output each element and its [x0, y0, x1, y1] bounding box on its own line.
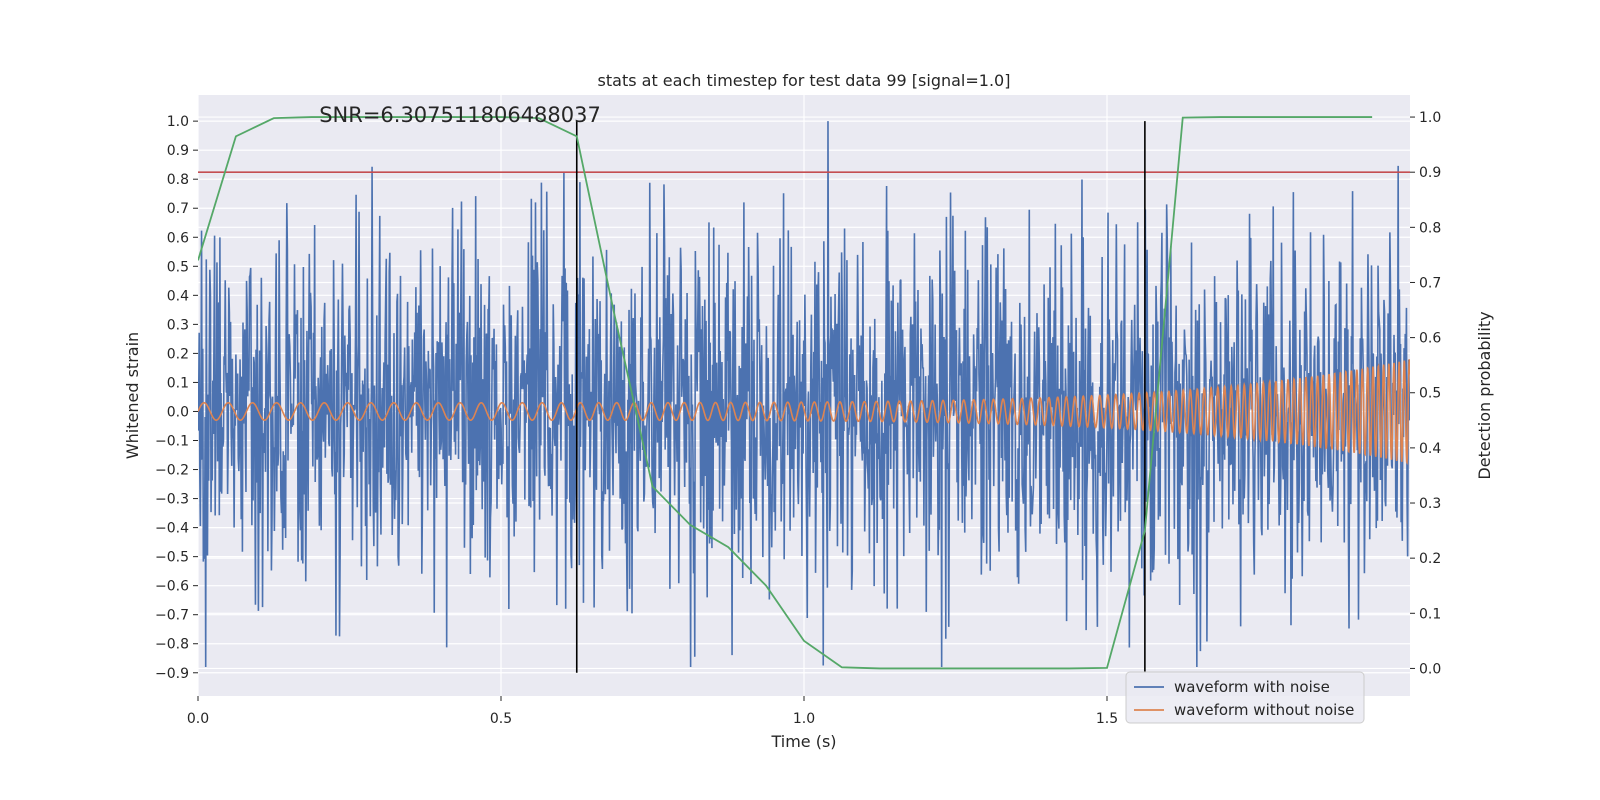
y-left-tick-label-19: −0.9	[155, 666, 189, 682]
y-left-tick-label-12: −0.2	[155, 463, 189, 479]
y-axis-label-left: Whitened strain	[123, 332, 142, 459]
x-tick-label-0: 0.0	[187, 711, 209, 727]
y-left-tick-label-2: 0.8	[167, 172, 189, 188]
y-right-tick-label-2: 0.8	[1419, 220, 1441, 236]
y-right-tick-label-0: 1.0	[1419, 110, 1441, 126]
y-left-tick-label-4: 0.6	[167, 230, 189, 246]
y-left-tick-label-0: 1.0	[167, 114, 189, 130]
y-left-tick-label-5: 0.5	[167, 259, 189, 275]
series-detection-probability	[198, 116, 1373, 670]
series-group	[198, 116, 1410, 673]
y-left-tick-label-14: −0.4	[155, 521, 189, 537]
x-axis-label: Time (s)	[770, 732, 836, 751]
y-left-tick-label-10: 0.0	[167, 404, 189, 420]
x-tick-label-1: 0.5	[490, 711, 512, 727]
y-right-tick-label-7: 0.3	[1419, 496, 1441, 512]
y-right-tick-label-6: 0.4	[1419, 441, 1441, 457]
y-axis-label-right: Detection probability	[1475, 311, 1494, 479]
y-right-tick-label-8: 0.2	[1419, 551, 1441, 567]
y-right-tick-label-1: 0.9	[1419, 165, 1441, 181]
y-left-tick-label-13: −0.3	[155, 492, 189, 508]
y-right-tick-label-3: 0.7	[1419, 275, 1441, 291]
y-right-tick-label-10: 0.0	[1419, 661, 1441, 677]
y-left-tick-label-1: 0.9	[167, 143, 189, 159]
y-left-tick-label-11: −0.1	[155, 434, 189, 450]
y-left-tick-label-16: −0.6	[155, 579, 189, 595]
y-right-tick-label-9: 0.1	[1419, 606, 1441, 622]
y-right-tick-label-4: 0.6	[1419, 331, 1441, 347]
x-tick-label-2: 1.0	[793, 711, 815, 727]
y-left-tick-label-18: −0.8	[155, 637, 189, 653]
legend-entry-noisy: waveform with noise	[1174, 678, 1330, 696]
y-left-tick-label-3: 0.7	[167, 201, 189, 217]
axes: 0.0 0.5 1.0 1.5 1.0 0.9 0.8 0.7 0.6 0.5 0.4 0.3 0.2 0…	[155, 110, 1441, 727]
y-right-tick-label-5: 0.5	[1419, 386, 1441, 402]
y-left-tick-label-7: 0.3	[167, 317, 189, 333]
y-left-tick-label-6: 0.4	[167, 288, 189, 304]
chart-title: stats at each timestep for test data 99 …	[598, 71, 1011, 90]
y-left-tick-label-9: 0.1	[167, 375, 189, 391]
y-left-tick-label-8: 0.2	[167, 346, 189, 362]
legend: waveform with noise waveform without noi…	[1125, 671, 1365, 724]
x-tick-label-3: 1.5	[1096, 711, 1118, 727]
y-left-tick-label-17: −0.7	[155, 608, 189, 624]
snr-annotation: SNR=6.307511806488037	[319, 103, 601, 127]
legend-box	[1125, 671, 1365, 724]
series-waveform-without-noise	[198, 359, 1410, 466]
series-waveform-with-noise	[198, 121, 1410, 667]
legend-entry-clean: waveform without noise	[1174, 701, 1354, 719]
y-left-tick-label-15: −0.5	[155, 550, 189, 566]
